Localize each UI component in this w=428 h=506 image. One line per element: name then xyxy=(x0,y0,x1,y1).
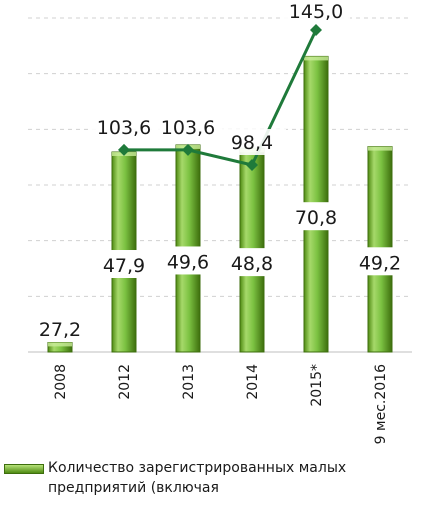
line-label-2015*: 145,0 xyxy=(289,1,343,23)
line-point-2013 xyxy=(182,143,194,156)
line-label-bg-2015* xyxy=(282,0,350,24)
bar-label-bg-2015* xyxy=(288,202,344,231)
line-label-bg-2014 xyxy=(218,129,286,155)
bar-label-bg-9 мес.2016 xyxy=(352,247,408,276)
bar-label-2013: 49,6 xyxy=(167,251,209,273)
bar-label-2012: 47,9 xyxy=(103,255,145,277)
bar-label-bg-2012 xyxy=(96,250,152,279)
bar-top-2015* xyxy=(304,56,328,61)
line-point-2012 xyxy=(118,143,130,156)
bar-top-9 мес.2016 xyxy=(368,146,392,151)
line-path xyxy=(124,29,318,167)
bar-label-bg-2014 xyxy=(224,248,280,277)
bar-label-bg-2013 xyxy=(160,246,216,275)
tick-2008: 2008 xyxy=(53,364,69,400)
tick-2013: 2013 xyxy=(181,364,197,400)
tick-2015*: 2015* xyxy=(309,364,325,407)
bar-label-2015*: 70,8 xyxy=(295,207,337,229)
line-series xyxy=(118,24,322,171)
bar-label-2014: 48,8 xyxy=(231,253,273,275)
bar-label-2008: 27,2 xyxy=(39,319,81,341)
line-point-2015* xyxy=(310,24,322,36)
tick-2012: 2012 xyxy=(117,364,133,400)
bar-label-bg-2008 xyxy=(32,314,88,342)
grid-lines xyxy=(28,17,412,353)
line-label-2013: 103,6 xyxy=(161,117,215,139)
line-label-2012: 103,6 xyxy=(97,117,151,139)
bar-top-2008 xyxy=(48,342,72,347)
tick-9 мес.2016: 9 мес.2016 xyxy=(373,364,389,444)
legend-swatch-bar xyxy=(4,464,44,474)
line-label-bg-2013 xyxy=(154,113,222,140)
bar-label-9 мес.2016: 49,2 xyxy=(359,252,401,274)
x-axis-ticks: 2008 2012 2013 2014 2015* 9 мес.2016 xyxy=(53,364,389,444)
tick-2014: 2014 xyxy=(245,364,261,400)
legend-label-bar: Количество зарегистрированных малых пред… xyxy=(48,460,347,496)
line-label-2014: 98,4 xyxy=(231,132,273,154)
data-labels: 27,2 47,9 49,6 48,8 70,8 49,2 103,6 103,6 98,4 14… xyxy=(32,0,408,342)
line-point-2014 xyxy=(246,159,258,171)
line-label-bg-2012 xyxy=(90,113,158,140)
